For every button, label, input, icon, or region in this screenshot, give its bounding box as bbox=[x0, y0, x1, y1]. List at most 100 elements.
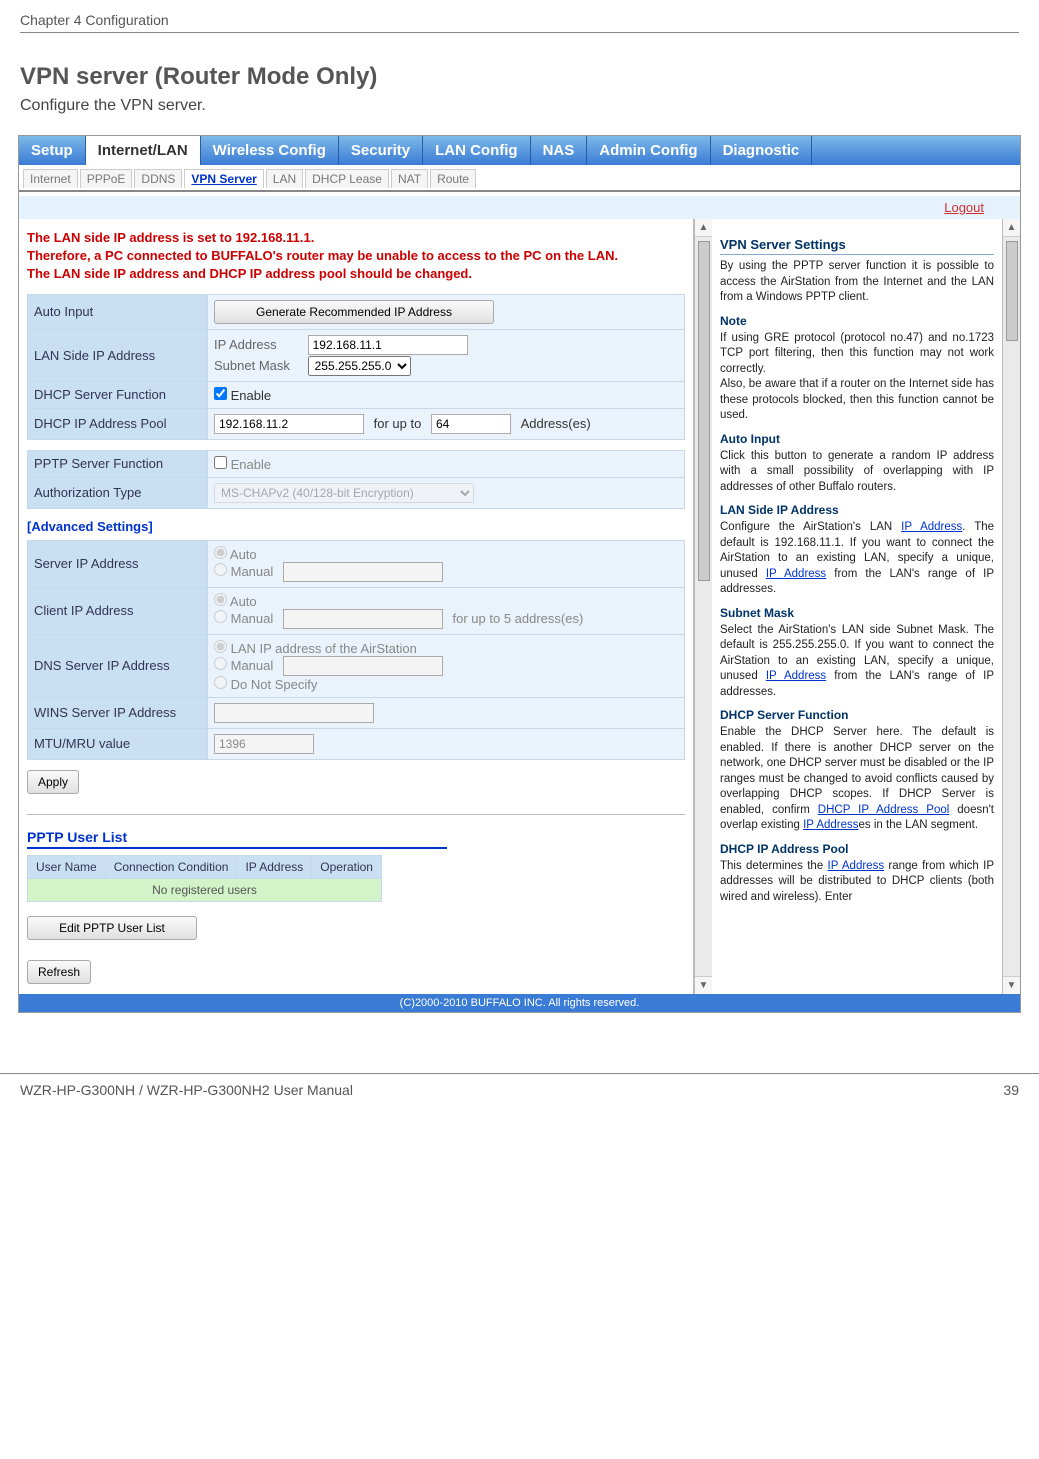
help-link-ip3[interactable]: IP Address bbox=[766, 670, 826, 682]
help-h-lanip: LAN Side IP Address bbox=[720, 503, 994, 517]
dns-manual-label: Manual bbox=[231, 658, 274, 673]
separator-rule bbox=[27, 814, 685, 815]
help-h-autoinput: Auto Input bbox=[720, 432, 994, 446]
section-subtitle: Configure the VPN server. bbox=[0, 97, 1039, 135]
logout-row: Logout bbox=[19, 196, 1020, 219]
subtab-lan[interactable]: LAN bbox=[266, 169, 303, 188]
subtab-dhcp-lease[interactable]: DHCP Lease bbox=[305, 169, 389, 188]
warn-line-2: Therefore, a PC connected to BUFFALO's r… bbox=[27, 247, 685, 265]
help-p6a: This determines the bbox=[720, 860, 828, 872]
left-scroll-handle[interactable] bbox=[698, 241, 710, 581]
dns-none-label: Do Not Specify bbox=[231, 677, 318, 692]
server-ip-manual-radio bbox=[214, 563, 227, 576]
mtu-input bbox=[214, 734, 314, 754]
dhcp-pool-start-input[interactable] bbox=[214, 414, 364, 434]
tab-setup[interactable]: Setup bbox=[19, 136, 86, 165]
logout-link[interactable]: Logout bbox=[944, 200, 984, 215]
basic-settings-table: Auto Input Generate Recommended IP Addre… bbox=[27, 294, 685, 440]
auth-type-select: MS-CHAPv2 (40/128-bit Encryption) bbox=[214, 483, 474, 503]
generate-ip-button[interactable]: Generate Recommended IP Address bbox=[214, 300, 494, 324]
help-h-dhcppool: DHCP IP Address Pool bbox=[720, 842, 994, 856]
help-link-ip1[interactable]: IP Address bbox=[901, 521, 962, 533]
dns-manual-radio bbox=[214, 657, 227, 670]
refresh-button[interactable]: Refresh bbox=[27, 960, 91, 984]
page-header: Chapter 4 Configuration bbox=[0, 0, 1039, 32]
subtab-ddns[interactable]: DDNS bbox=[134, 169, 182, 188]
right-scrollbar[interactable]: ▲ ▼ bbox=[1002, 219, 1020, 994]
subtab-vpn-server[interactable]: VPN Server bbox=[184, 169, 263, 188]
subnet-mask-select[interactable]: 255.255.255.0 bbox=[308, 356, 411, 376]
subtab-internet[interactable]: Internet bbox=[23, 169, 78, 188]
subtab-nat[interactable]: NAT bbox=[391, 169, 428, 188]
dhcp-pool-label: DHCP IP Address Pool bbox=[28, 408, 208, 439]
pptp-user-list-title: PPTP User List bbox=[27, 829, 447, 849]
dhcp-pool-forupto-label: for up to bbox=[374, 416, 422, 431]
dns-manual-input bbox=[283, 656, 443, 676]
server-ip-auto-label: Auto bbox=[230, 547, 257, 562]
client-ip-auto-radio bbox=[214, 593, 227, 606]
content-row: The LAN side IP address is set to 192.16… bbox=[19, 219, 1020, 994]
tab-nas[interactable]: NAS bbox=[531, 136, 588, 165]
scroll-up-icon[interactable]: ▲ bbox=[695, 219, 712, 237]
right-scroll-down-icon[interactable]: ▼ bbox=[1003, 976, 1020, 994]
pptp-settings-table: PPTP Server Function Enable Authorizatio… bbox=[27, 450, 685, 509]
help-link-ip2[interactable]: IP Address bbox=[766, 568, 826, 580]
help-link-ip4[interactable]: IP Address bbox=[803, 819, 858, 831]
edit-pptp-button[interactable]: Edit PPTP User List bbox=[27, 916, 197, 940]
footer-page-number: 39 bbox=[1003, 1082, 1019, 1098]
wins-label: WINS Server IP Address bbox=[28, 697, 208, 728]
right-scroll-handle[interactable] bbox=[1006, 241, 1018, 341]
subtab-pppoe[interactable]: PPPoE bbox=[80, 169, 133, 188]
pptp-col-operation: Operation bbox=[312, 855, 382, 878]
auto-input-label: Auto Input bbox=[28, 294, 208, 329]
tab-admin-config[interactable]: Admin Config bbox=[587, 136, 710, 165]
client-ip-manual-input bbox=[283, 609, 443, 629]
ip-address-sublabel: IP Address bbox=[214, 337, 304, 352]
left-scrollbar[interactable]: ▲ ▼ bbox=[694, 219, 712, 994]
auth-type-label: Authorization Type bbox=[28, 477, 208, 508]
help-p5c: es in the LAN segment. bbox=[859, 819, 979, 831]
client-ip-manual-label: Manual bbox=[231, 611, 274, 626]
tab-wireless-config[interactable]: Wireless Config bbox=[201, 136, 339, 165]
subtab-route[interactable]: Route bbox=[430, 169, 476, 188]
tab-internet-lan[interactable]: Internet/LAN bbox=[86, 136, 201, 165]
main-tabs: Setup Internet/LAN Wireless Config Secur… bbox=[19, 136, 1020, 165]
apply-button[interactable]: Apply bbox=[27, 770, 79, 794]
client-ip-manual-radio bbox=[214, 610, 227, 623]
help-pane: VPN Server Settings By using the PPTP se… bbox=[712, 219, 1002, 994]
help-note-label: Note bbox=[720, 314, 994, 328]
help-note-text: If using GRE protocol (protocol no.47) a… bbox=[720, 331, 994, 424]
dhcp-pool-count-input[interactable] bbox=[431, 414, 511, 434]
server-ip-label: Server IP Address bbox=[28, 540, 208, 587]
chapter-label: Chapter 4 Configuration bbox=[20, 12, 169, 28]
help-p-subnet: Select the AirStation's LAN side Subnet … bbox=[720, 623, 994, 701]
pptp-empty-row: No registered users bbox=[28, 878, 382, 901]
help-p3a: Configure the AirStation's LAN bbox=[720, 521, 901, 533]
scroll-down-icon[interactable]: ▼ bbox=[695, 976, 712, 994]
tab-diagnostic[interactable]: Diagnostic bbox=[711, 136, 813, 165]
dhcp-func-label: DHCP Server Function bbox=[28, 381, 208, 408]
dhcp-enable-checkbox[interactable] bbox=[214, 387, 227, 400]
ip-address-input[interactable] bbox=[308, 335, 468, 355]
client-ip-auto-label: Auto bbox=[230, 594, 257, 609]
help-link-dhcppool[interactable]: DHCP IP Address Pool bbox=[818, 804, 950, 816]
page-footer: WZR-HP-G300NH / WZR-HP-G300NH2 User Manu… bbox=[0, 1073, 1039, 1106]
pptp-col-username: User Name bbox=[28, 855, 106, 878]
right-scroll-up-icon[interactable]: ▲ bbox=[1003, 219, 1020, 237]
router-config-screenshot: Setup Internet/LAN Wireless Config Secur… bbox=[18, 135, 1021, 1013]
help-h-dhcpfunc: DHCP Server Function bbox=[720, 708, 994, 722]
sub-tabs: Internet PPPoE DDNS VPN Server LAN DHCP … bbox=[19, 165, 1020, 190]
lan-ip-label: LAN Side IP Address bbox=[28, 329, 208, 381]
subtabs-rule bbox=[19, 190, 1020, 192]
tab-security[interactable]: Security bbox=[339, 136, 423, 165]
help-p-dhcpfunc: Enable the DHCP Server here. The default… bbox=[720, 725, 994, 834]
help-p5a: Enable the DHCP Server here. The default… bbox=[720, 726, 994, 816]
pptp-enable-checkbox[interactable] bbox=[214, 456, 227, 469]
help-p-lanip: Configure the AirStation's LAN IP Addres… bbox=[720, 520, 994, 598]
help-p-vpn: By using the PPTP server function it is … bbox=[720, 259, 994, 306]
wins-input bbox=[214, 703, 374, 723]
help-link-ip5[interactable]: IP Address bbox=[828, 860, 885, 872]
tab-lan-config[interactable]: LAN Config bbox=[423, 136, 530, 165]
pptp-user-list-table: User Name Connection Condition IP Addres… bbox=[27, 855, 382, 902]
dns-none-radio bbox=[214, 676, 227, 689]
